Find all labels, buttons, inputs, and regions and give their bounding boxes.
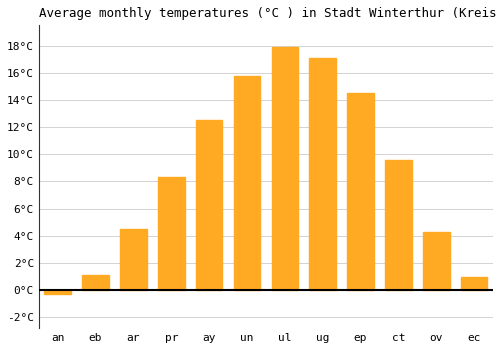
Bar	[196, 120, 222, 290]
Bar	[44, 290, 71, 294]
Bar	[310, 58, 336, 290]
Bar	[272, 47, 298, 290]
Text: Average monthly temperatures (°C ) in Stadt Winterthur (Kreis 1) / Heiligberg: Average monthly temperatures (°C ) in St…	[39, 7, 500, 20]
Bar	[348, 93, 374, 290]
Bar	[82, 275, 109, 290]
Bar	[234, 76, 260, 290]
Bar	[385, 160, 411, 290]
Bar	[461, 276, 487, 290]
Bar	[158, 177, 184, 290]
Bar	[423, 232, 450, 290]
Bar	[120, 229, 146, 290]
